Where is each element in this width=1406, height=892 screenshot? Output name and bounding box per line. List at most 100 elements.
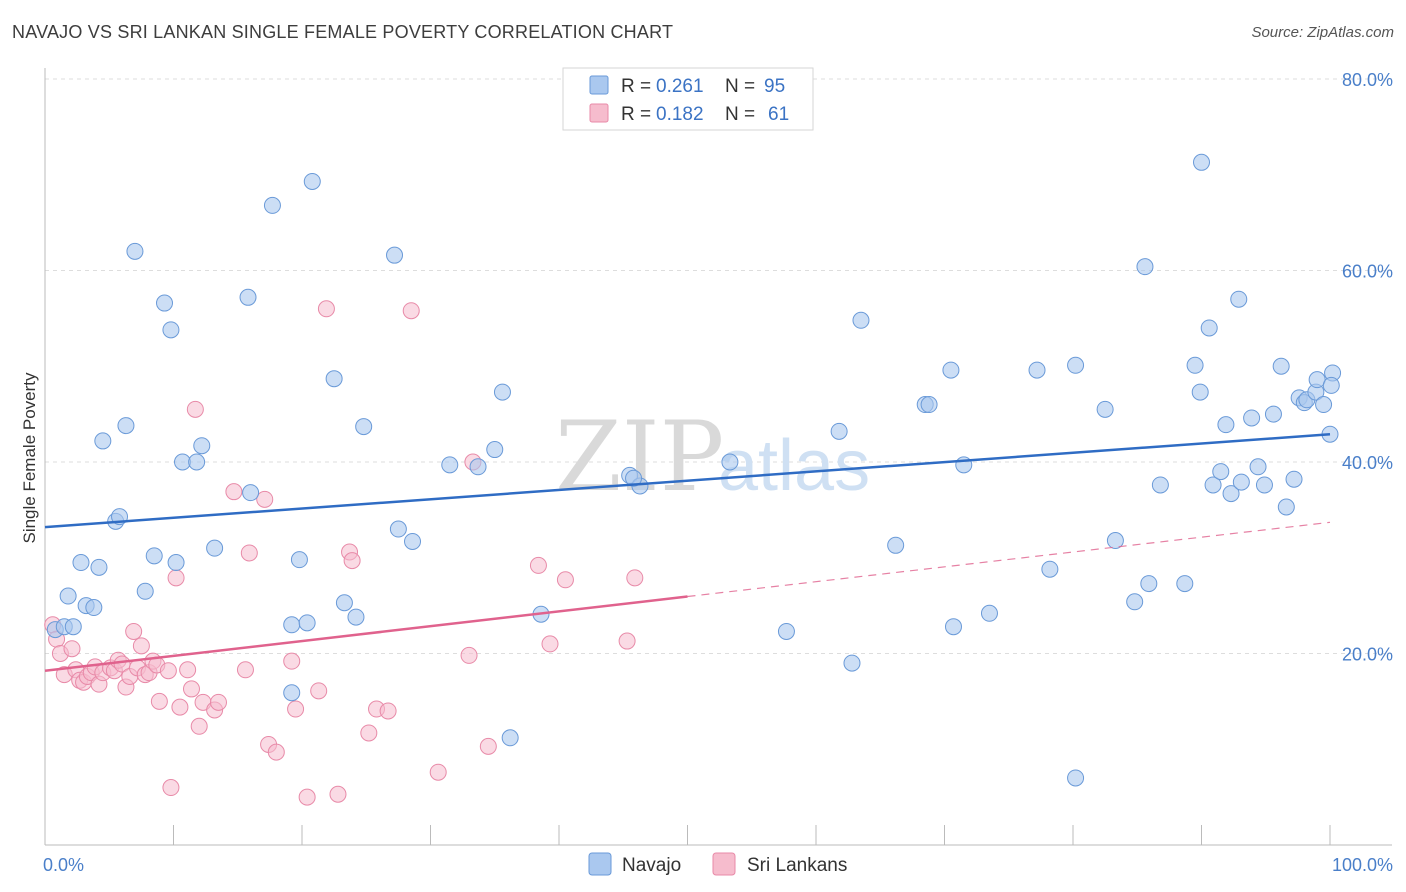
data-point-navajo [206, 539, 224, 557]
data-point-navajo [1186, 356, 1204, 374]
data-point-navajo [404, 532, 422, 550]
data-point-navajo [1264, 405, 1282, 423]
data-point-navajo [469, 458, 487, 476]
data-point-navajo [386, 246, 404, 264]
data-point-navajo [1106, 532, 1124, 550]
data-point-sri-lankans [310, 682, 328, 700]
data-point-navajo [173, 453, 191, 471]
x-tick-label: 0.0% [43, 855, 84, 875]
trend-line-navajo [44, 432, 1331, 529]
data-point-navajo [145, 547, 163, 565]
data-point-sri-lankans [317, 300, 335, 318]
data-point-navajo [942, 361, 960, 379]
data-point-sri-lankans [298, 788, 316, 806]
data-point-navajo [843, 654, 861, 672]
data-point-navajo [501, 729, 519, 747]
data-point-navajo [1140, 575, 1158, 593]
legend-r-value-sri-lankans: 0.182 [656, 104, 704, 125]
data-point-navajo [1217, 416, 1235, 434]
data-point-sri-lankans [132, 637, 150, 655]
data-point-navajo [486, 441, 504, 459]
data-point-navajo [167, 554, 185, 572]
x-tick-label: 100.0% [1332, 855, 1393, 875]
data-point-navajo [1272, 357, 1290, 375]
data-point-navajo [303, 172, 321, 190]
trend-line-sri-lankans-dashed [687, 521, 1331, 598]
data-point-navajo [64, 618, 82, 636]
data-point-navajo [1322, 376, 1340, 394]
data-point-navajo [1285, 470, 1303, 488]
data-point-navajo [59, 587, 77, 605]
data-point-navajo [162, 321, 180, 339]
data-point-navajo [1315, 396, 1333, 414]
data-point-navajo [347, 608, 365, 626]
legend-r-label-sri-lankans: R = [621, 104, 651, 125]
data-point-sri-lankans [256, 490, 274, 508]
data-point-sri-lankans [429, 763, 447, 781]
series-label-sri-lankans: Sri Lankans [747, 855, 847, 876]
data-point-navajo [242, 484, 260, 502]
watermark-atlas: atlas [718, 426, 870, 506]
watermark: ZIP atlas [555, 401, 870, 513]
data-point-navajo [980, 604, 998, 622]
data-point-navajo [1204, 476, 1222, 494]
data-point-sri-lankans [236, 661, 254, 679]
data-point-sri-lankans [529, 556, 547, 574]
data-point-navajo [90, 558, 108, 576]
data-point-sri-lankans [182, 680, 200, 698]
legend-n-value-navajo: 95 [764, 76, 785, 97]
y-tick-label: 80.0% [1342, 70, 1393, 90]
data-point-navajo [239, 288, 257, 306]
data-point-navajo [887, 536, 905, 554]
data-point-sri-lankans [162, 779, 180, 797]
series-legend: Navajo Sri Lankans [588, 852, 847, 876]
trend-lines [44, 432, 1331, 672]
data-point-navajo [721, 453, 739, 471]
data-point-navajo [1277, 498, 1295, 516]
data-point-navajo [72, 554, 90, 572]
data-point-navajo [1136, 258, 1154, 276]
y-tick-label: 40.0% [1342, 453, 1393, 473]
data-point-navajo [1191, 383, 1209, 401]
data-point-navajo [1212, 463, 1230, 481]
y-tick-label: 20.0% [1342, 645, 1393, 665]
legend-n-value-sri-lankans: 61 [768, 104, 789, 125]
data-point-navajo [263, 196, 281, 214]
legend-r-value-navajo: 0.261 [656, 76, 704, 97]
legend: R = 0.261 N = 95 R = 0.182 N = 61 [562, 67, 814, 131]
data-point-navajo [1249, 458, 1267, 476]
data-point-navajo [1200, 319, 1218, 337]
data-point-navajo [625, 469, 643, 487]
data-point-navajo [85, 599, 103, 617]
data-point-navajo [1067, 769, 1085, 787]
chart-title: NAVAJO VS SRI LANKAN SINGLE FEMALE POVER… [12, 22, 674, 42]
data-point-sri-lankans [402, 302, 420, 320]
series-label-navajo: Navajo [622, 855, 681, 876]
axes [44, 68, 1392, 846]
data-point-sri-lankans [225, 483, 243, 501]
source-credit: Source: ZipAtlas.com [1251, 24, 1394, 41]
data-point-sri-lankans [190, 717, 208, 735]
data-point-sri-lankans [556, 571, 574, 589]
trend-line-sri-lankans [44, 595, 688, 672]
data-point-navajo [1243, 409, 1261, 427]
data-point-navajo [1222, 485, 1240, 503]
gridlines [45, 78, 1392, 654]
data-point-sri-lankans [618, 632, 636, 650]
data-point-sri-lankans [125, 622, 143, 640]
data-point-navajo [117, 417, 135, 435]
data-point-navajo [283, 684, 301, 702]
series-swatch-sri-lankans [712, 852, 736, 876]
data-point-navajo [441, 456, 459, 474]
data-point-navajo [94, 432, 112, 450]
legend-r-label-navajo: R = [621, 76, 651, 97]
data-point-navajo [777, 622, 795, 640]
data-point-navajo [156, 294, 174, 312]
y-axis-label: Single Female Poverty [20, 372, 39, 544]
legend-n-label-navajo: N = [725, 76, 755, 97]
legend-swatch-sri-lankans [589, 103, 609, 123]
data-point-navajo [852, 311, 870, 329]
data-point-navajo [1041, 560, 1059, 578]
data-point-navajo [1126, 593, 1144, 611]
